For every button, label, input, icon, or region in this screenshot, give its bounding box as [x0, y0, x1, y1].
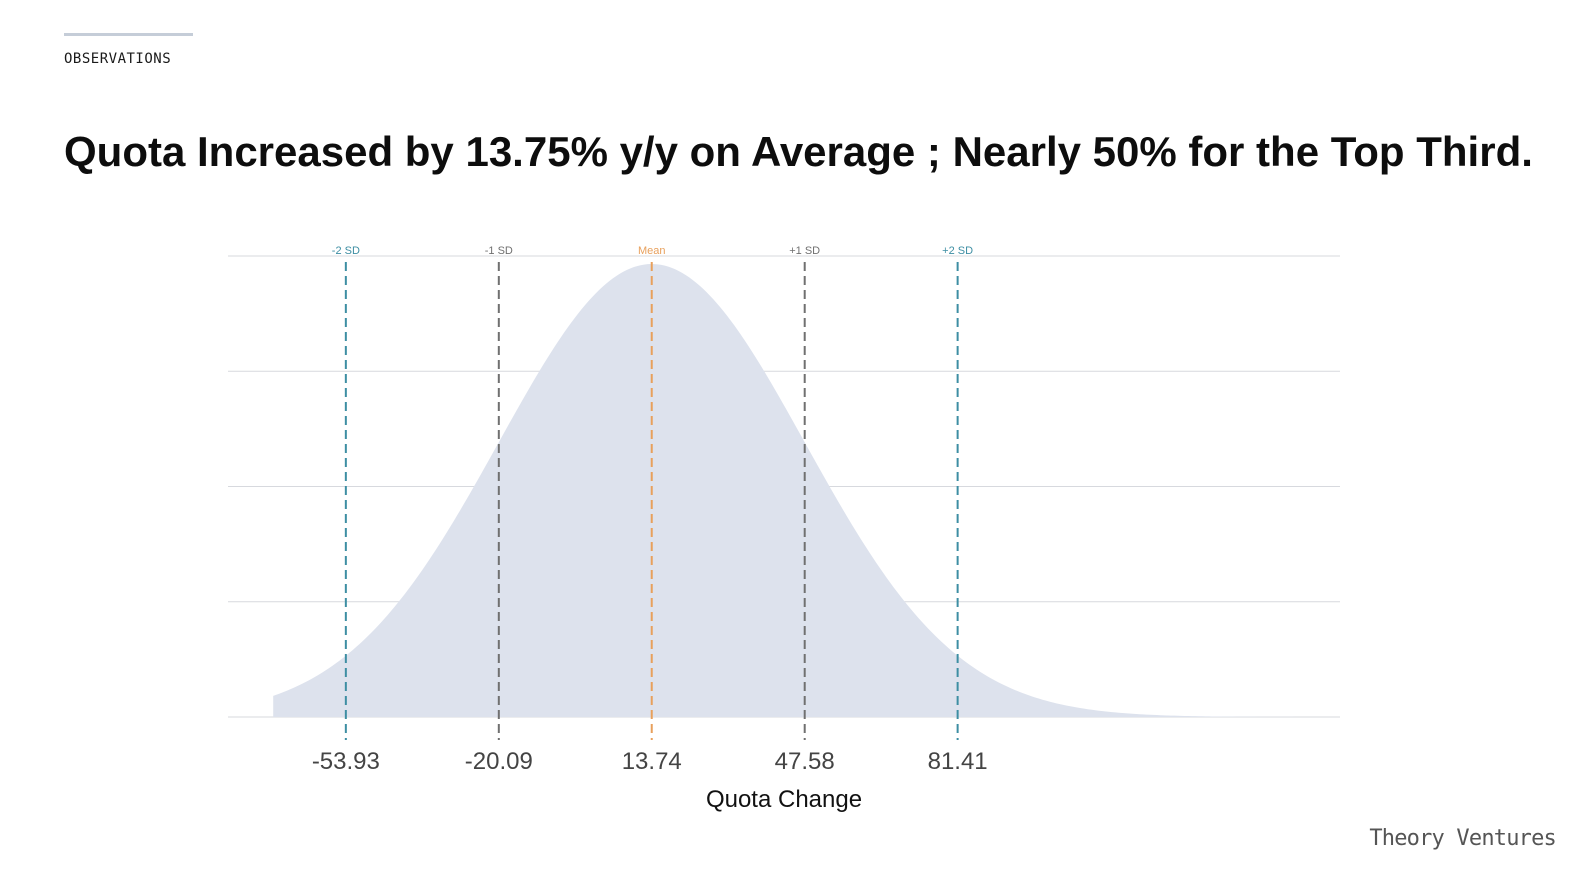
x-tick-label: 81.41	[928, 748, 988, 775]
x-tick-label: 13.74	[622, 748, 682, 775]
density-curve	[273, 264, 1313, 717]
section-rule	[64, 33, 193, 36]
marker-label: -1 SD	[485, 245, 513, 257]
marker-label: +1 SD	[789, 245, 820, 257]
page-title: Quota Increased by 13.75% y/y on Average…	[64, 128, 1533, 175]
sd-markers: -2 SD -1 SD Mean +1 SD +2 SD	[332, 245, 973, 740]
section-label: OBSERVATIONS	[64, 51, 172, 67]
brand-logo-text: Theory Ventures	[1369, 826, 1556, 851]
x-axis-label: Quota Change	[706, 786, 862, 813]
x-tick-label: -20.09	[465, 748, 533, 775]
x-tick-label: 47.58	[775, 748, 835, 775]
x-tick-label: -53.93	[312, 748, 380, 775]
marker-label: +2 SD	[942, 245, 973, 257]
density-area	[273, 264, 1313, 717]
marker-label: -2 SD	[332, 245, 360, 257]
x-tick-labels: -53.93 -20.09 13.74 47.58 81.41	[312, 748, 988, 775]
marker-label: Mean	[638, 245, 666, 257]
